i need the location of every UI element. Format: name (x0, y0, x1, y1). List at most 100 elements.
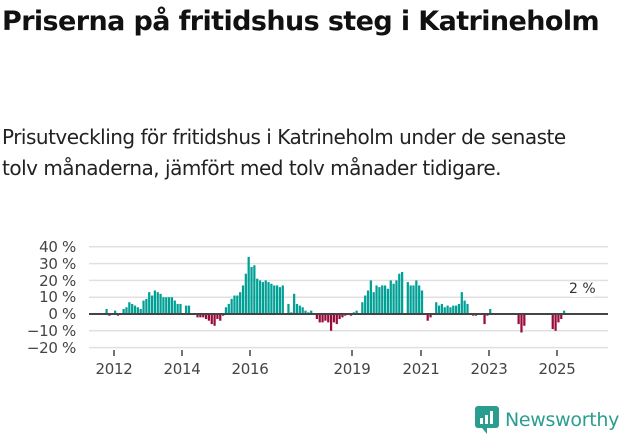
bar (128, 302, 131, 314)
bar (386, 288, 390, 314)
bar (520, 314, 523, 333)
bar (383, 285, 387, 314)
bar (554, 314, 557, 331)
bar (258, 280, 262, 314)
bar (395, 280, 398, 314)
bar (298, 305, 301, 314)
bar (207, 314, 211, 321)
bar (176, 303, 179, 314)
bar (264, 280, 267, 314)
bar (167, 297, 171, 314)
x-tick-label: 2023 (470, 360, 508, 378)
bar (278, 287, 282, 314)
y-tick-label: 0 % (48, 305, 76, 323)
x-tick-marks (113, 350, 558, 356)
bar (437, 305, 441, 314)
bar (261, 282, 265, 314)
bar (455, 305, 458, 314)
bar (560, 314, 563, 320)
bar (196, 314, 199, 318)
bar (230, 298, 233, 314)
y-tick-label: 40 % (39, 238, 76, 256)
bar (335, 314, 338, 325)
bar (202, 314, 205, 318)
bar (239, 292, 242, 314)
bar (483, 314, 486, 325)
bar (159, 293, 162, 314)
bar (463, 300, 466, 314)
bar (275, 285, 279, 314)
bar (156, 292, 159, 314)
bar (125, 307, 128, 314)
bar (551, 314, 554, 330)
bars (105, 256, 566, 333)
bar-chart-bubble-icon (475, 406, 499, 434)
bar (204, 314, 208, 320)
bar (452, 305, 455, 314)
x-tick-label: 2014 (163, 360, 201, 378)
bar (489, 308, 492, 314)
bar (389, 280, 392, 314)
x-tick-label: 2019 (333, 360, 371, 378)
bar (281, 285, 284, 314)
bar (364, 295, 367, 314)
bar (114, 310, 117, 314)
y-tick-label: −20 % (26, 339, 76, 357)
bar (253, 265, 256, 314)
bar (401, 272, 404, 314)
bar (329, 314, 333, 331)
bar (460, 292, 463, 314)
bar (392, 283, 395, 314)
bar (412, 285, 415, 314)
bar (327, 314, 330, 323)
bar (420, 290, 424, 314)
gridlines (89, 246, 608, 349)
bar (562, 310, 566, 314)
bar (418, 285, 421, 314)
bar (233, 295, 236, 314)
bar (170, 297, 174, 314)
bar (375, 285, 378, 314)
bar (446, 305, 449, 314)
bar (406, 282, 409, 314)
y-tick-label: 10 % (39, 288, 76, 306)
bar (267, 282, 270, 314)
bar (426, 314, 429, 321)
bar (366, 290, 370, 314)
bar (440, 303, 444, 314)
bar (429, 314, 432, 318)
bar (219, 314, 222, 321)
newsworthy-logo[interactable]: Newsworthy (475, 406, 619, 434)
bar (185, 305, 188, 314)
bar (247, 256, 250, 314)
bar (133, 305, 137, 314)
y-tick-label: 20 % (39, 272, 76, 290)
bar (131, 303, 134, 314)
bar (381, 285, 384, 314)
bar (236, 295, 239, 314)
bar (199, 314, 202, 318)
latest-value-annotation: 2 % (567, 281, 598, 297)
x-tick-label: 2021 (402, 360, 440, 378)
bar (372, 292, 375, 314)
bar (150, 295, 154, 314)
bar (304, 310, 307, 314)
bar (449, 307, 452, 314)
bar (256, 278, 259, 314)
bar (409, 285, 412, 314)
bar (293, 293, 296, 314)
bar (270, 283, 273, 314)
bar (338, 314, 341, 320)
bar (517, 314, 520, 325)
bar (361, 302, 364, 314)
bar (165, 297, 168, 314)
bar (332, 314, 336, 323)
bar (295, 303, 299, 314)
y-tick-label: 30 % (39, 255, 76, 273)
bar (457, 303, 461, 314)
bar (187, 305, 191, 314)
bar (244, 273, 247, 314)
bar (250, 266, 253, 314)
bar (369, 280, 372, 314)
